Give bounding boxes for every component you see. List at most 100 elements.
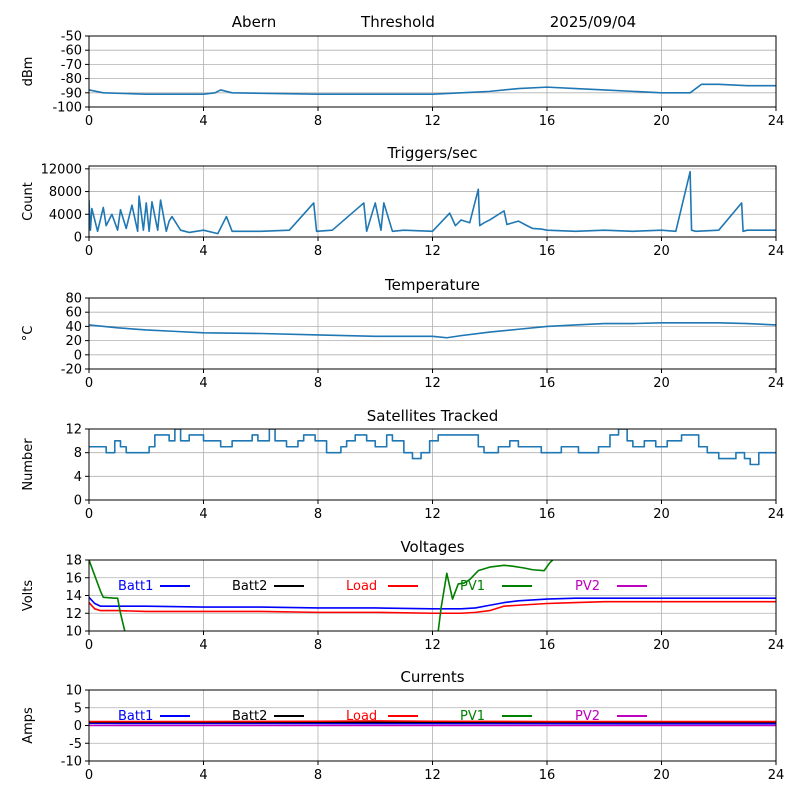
legend-label-pv1: PV1 [460, 579, 485, 594]
x-tick-label: 8 [314, 638, 322, 653]
series-line-temperature [89, 322, 776, 339]
x-tick-label: 24 [768, 638, 785, 653]
x-tick-label: 24 [768, 114, 785, 129]
series-line-signal [89, 83, 776, 96]
y-tick-label: -60 [61, 44, 82, 59]
x-tick-label: 12 [424, 114, 441, 129]
x-tick-label: 4 [199, 114, 207, 129]
y-tick-label: 10 [65, 684, 82, 699]
y-tick-label: 14 [65, 589, 82, 604]
x-tick-label: 16 [539, 638, 556, 653]
chart-title: Satellites Tracked [367, 407, 498, 425]
x-tick-label: 4 [199, 507, 207, 522]
x-tick-label: 0 [85, 244, 93, 259]
x-tick-label: 12 [424, 244, 441, 259]
chart-title: Currents [400, 668, 464, 686]
panel-voltages: 0 4 8 12 16 20 24 10 12 14 16 18 Voltages Volts Batt1 B… [21, 538, 784, 653]
x-tick-label: 24 [768, 768, 785, 783]
legend-label-batt2: Batt2 [232, 579, 267, 594]
legend-label-load: Load [346, 579, 377, 594]
x-tick-label: 8 [314, 244, 322, 259]
series-line-pv1 [89, 560, 126, 631]
series-line-triggers [89, 170, 776, 235]
x-tick-label: 20 [653, 114, 670, 129]
x-tick-label: 16 [539, 114, 556, 129]
x-tick-label: 0 [85, 376, 93, 391]
panel-satellites: 0 4 8 12 16 20 24 0 4 8 12 Satellites Tracked Number [21, 407, 784, 522]
x-tick-label: 0 [85, 114, 93, 129]
x-tick-label: 8 [314, 507, 322, 522]
y-tick-label: 80 [65, 292, 82, 307]
x-tick-label: 12 [424, 376, 441, 391]
x-tick-label: 20 [653, 768, 670, 783]
chart-title: Voltages [400, 538, 464, 556]
y-axis-label: Count [21, 182, 36, 221]
y-tick-label: -70 [61, 58, 82, 73]
x-tick-label: 12 [424, 768, 441, 783]
x-tick-label: 16 [539, 507, 556, 522]
y-tick-label: 16 [65, 571, 82, 586]
y-tick-label: 20 [65, 334, 82, 349]
y-tick-label: 0 [74, 494, 82, 509]
y-tick-label: 12 [65, 607, 82, 622]
series-line-load [89, 720, 776, 723]
y-axis-label: dBm [21, 57, 36, 87]
x-tick-label: 8 [314, 376, 322, 391]
x-tick-label: 16 [539, 768, 556, 783]
panel-currents: 0 4 8 12 16 20 24 -10 -5 0 5 10 Currents Amps Batt1 Bat… [21, 668, 784, 783]
y-tick-label: 60 [65, 306, 82, 321]
y-tick-label: 5 [74, 701, 82, 716]
header-station: Abern [232, 13, 276, 31]
x-tick-label: 16 [539, 376, 556, 391]
series-line-load [89, 600, 776, 615]
y-tick-label: 12 [65, 423, 82, 438]
x-tick-label: 20 [653, 244, 670, 259]
x-tick-label: 24 [768, 244, 785, 259]
y-axis-label: Volts [21, 580, 36, 612]
x-tick-label: 24 [768, 376, 785, 391]
panel-triggers: 0 4 8 12 16 20 24 0 4000 8000 12000 Triggers/sec Cou… [21, 144, 784, 259]
y-tick-label: -90 [61, 86, 82, 101]
legend-label-load: Load [346, 709, 377, 724]
y-tick-label: 10 [65, 625, 82, 640]
y-tick-label: -20 [61, 363, 82, 378]
y-tick-label: -80 [61, 72, 82, 87]
x-tick-label: 12 [424, 507, 441, 522]
y-tick-label: 4 [74, 470, 82, 485]
panel-signal: 0 4 8 12 16 20 24 -50-60-70-80-90-100 dBm [21, 30, 784, 130]
y-tick-label: -50 [61, 30, 82, 45]
y-tick-label: 0 [74, 231, 82, 246]
legend-label-pv2: PV2 [575, 709, 600, 724]
x-tick-label: 16 [539, 244, 556, 259]
legend-label-pv1: PV1 [460, 709, 485, 724]
x-tick-label: 8 [314, 114, 322, 129]
x-tick-label: 4 [199, 768, 207, 783]
header-date: 2025/09/04 [550, 13, 636, 31]
x-tick-label: 8 [314, 768, 322, 783]
legend-label-batt2: Batt2 [232, 709, 267, 724]
chart-title: Triggers/sec [387, 144, 478, 162]
x-tick-label: 0 [85, 768, 93, 783]
y-axis-label: °C [21, 326, 36, 342]
y-tick-label: 40 [65, 320, 82, 335]
header-mode: Threshold [360, 13, 435, 31]
y-tick-label: 0 [74, 348, 82, 363]
y-tick-label: 8000 [49, 185, 82, 200]
x-tick-label: 4 [199, 638, 207, 653]
y-tick-label: -10 [61, 755, 82, 770]
x-tick-label: 20 [653, 638, 670, 653]
y-axis-label: Amps [21, 707, 36, 744]
x-tick-label: 4 [199, 376, 207, 391]
x-tick-label: 4 [199, 244, 207, 259]
x-tick-label: 20 [653, 376, 670, 391]
y-tick-label: 8 [74, 446, 82, 461]
x-tick-label: 0 [85, 507, 93, 522]
y-tick-label: 0 [74, 719, 82, 734]
y-axis-label: Number [21, 438, 36, 491]
chart-title: Temperature [384, 276, 480, 294]
x-tick-label: 12 [424, 638, 441, 653]
